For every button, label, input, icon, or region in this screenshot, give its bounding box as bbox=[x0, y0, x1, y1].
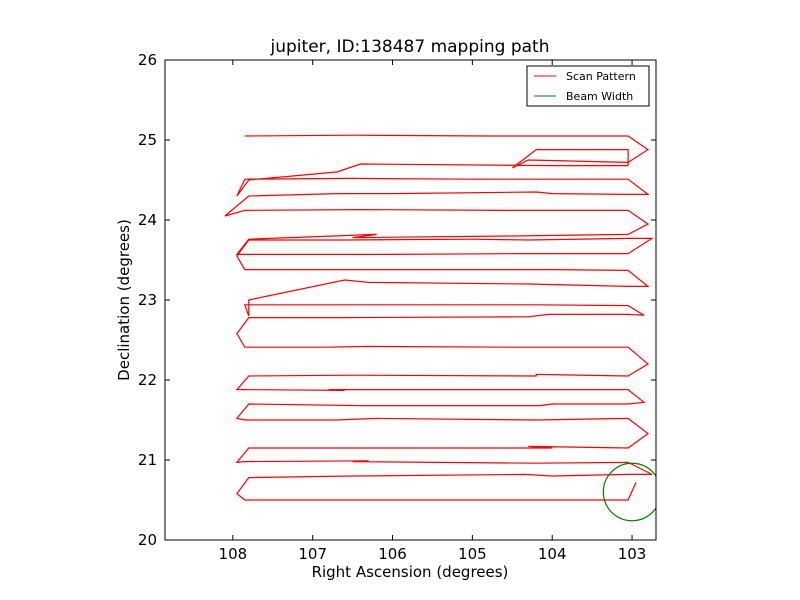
x-tick-label: 108 bbox=[219, 545, 248, 563]
y-axis-label: Declination (degrees) bbox=[115, 219, 133, 381]
y-tick-label: 26 bbox=[138, 51, 157, 69]
beam-width-circle bbox=[602, 462, 656, 522]
ticks-layer: 108 107 106 105 104 103 20 21 22 23 24 25 26 bbox=[138, 51, 656, 563]
x-axis-label: Right Ascension (degrees) bbox=[312, 563, 509, 581]
x-tick-label: 105 bbox=[458, 545, 487, 563]
x-tick-label: 104 bbox=[538, 545, 567, 563]
y-tick-label: 22 bbox=[138, 371, 157, 389]
scan-pattern-line bbox=[224, 134, 655, 501]
y-tick-label: 20 bbox=[138, 531, 157, 549]
x-tick-label: 107 bbox=[298, 545, 327, 563]
legend-label-scan-pattern: Scan Pattern bbox=[566, 70, 636, 83]
y-tick-label: 24 bbox=[138, 211, 157, 229]
legend: Scan Pattern Beam Width bbox=[526, 65, 650, 107]
x-tick-label: 106 bbox=[378, 545, 407, 563]
x-tick-label: 103 bbox=[618, 545, 647, 563]
legend-box bbox=[526, 65, 650, 107]
y-tick-label: 25 bbox=[138, 131, 157, 149]
series-layer bbox=[224, 134, 656, 522]
legend-label-beam-width: Beam Width bbox=[566, 90, 633, 103]
y-tick-label: 21 bbox=[138, 451, 157, 469]
chart-title: jupiter, ID:138487 mapping path bbox=[270, 37, 550, 57]
y-tick-label: 23 bbox=[138, 291, 157, 309]
